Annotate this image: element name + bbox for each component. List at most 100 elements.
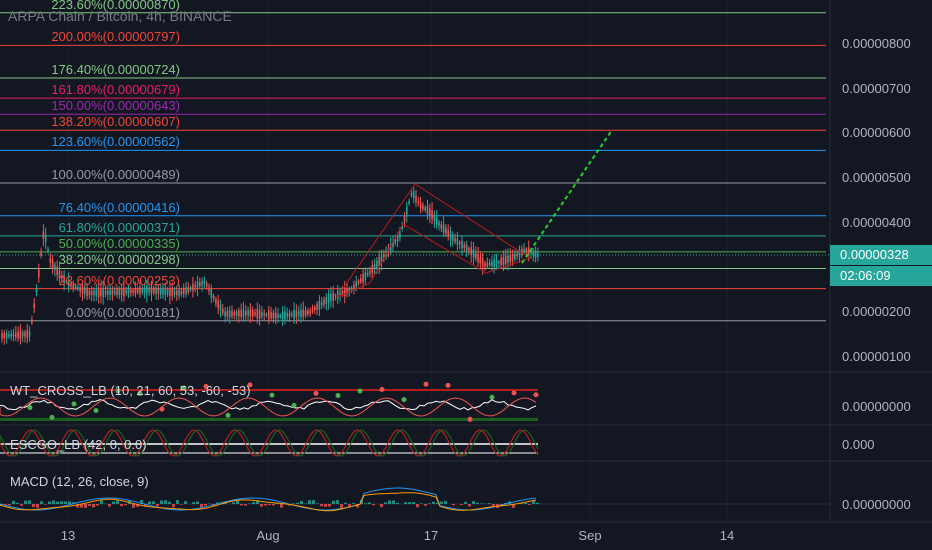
candle-body <box>314 307 316 311</box>
escgo-pane-title[interactable]: ESCGO_LB (42, 0, 0.0) <box>10 437 147 452</box>
macd-histogram-bar <box>476 502 479 504</box>
macd-histogram-bar <box>408 502 411 504</box>
candle-body <box>268 310 270 320</box>
macd-line <box>0 487 537 511</box>
macd-histogram-bar <box>64 501 67 504</box>
candle-body <box>100 289 102 297</box>
candle-body <box>498 261 500 264</box>
price-tick-label: 0.00000400 <box>842 214 911 230</box>
candle-body <box>224 311 226 317</box>
candle-body <box>525 248 528 253</box>
wt-cross-dot <box>247 382 253 388</box>
candle-body <box>8 334 10 337</box>
candle-body <box>486 262 489 267</box>
candle-body <box>316 304 318 310</box>
macd-histogram-bar <box>8 504 11 506</box>
candle-body <box>194 285 196 288</box>
candle-body <box>150 286 153 294</box>
candle-body <box>148 287 150 293</box>
wt-overbought-band <box>0 389 538 391</box>
candle-body <box>406 206 408 215</box>
wt-cross-dot <box>291 402 297 408</box>
macd-histogram-bar <box>344 502 347 504</box>
wt-cross-dot <box>115 388 121 394</box>
macd-histogram-bar <box>232 502 235 504</box>
candle-body <box>475 253 477 259</box>
candle-body <box>495 260 498 266</box>
candle-body <box>493 259 495 268</box>
fib-level-label: 176.40%(0.00000724) <box>51 61 180 77</box>
candle-body <box>364 272 367 281</box>
macd-histogram-bar <box>248 503 251 504</box>
candle-body <box>136 289 139 293</box>
candle-body <box>180 290 183 294</box>
candle-body <box>102 288 104 298</box>
macd-histogram-bar <box>492 504 495 507</box>
time-tick-label: 14 <box>719 528 735 543</box>
candle-body <box>93 290 95 296</box>
candle-body <box>304 310 307 316</box>
wt-oversold-band <box>0 418 538 421</box>
candle-body <box>199 282 201 287</box>
candle-body <box>97 288 100 298</box>
candle-body <box>291 313 293 316</box>
fib-level-label: 76.40%(0.00000416) <box>58 199 180 215</box>
candle-body <box>61 275 63 279</box>
fib-level-label: 138.20%(0.00000607) <box>51 114 180 130</box>
candle-body <box>422 205 424 209</box>
candle-body <box>173 290 176 295</box>
wt-cross-pane-title[interactable]: WT_CROSS_LB (10, 21, 60, 53, -60, -53) <box>10 383 251 398</box>
macd-signal-line <box>0 492 537 512</box>
candle-body <box>10 333 12 337</box>
price-tick-label: 0.00000500 <box>842 170 911 186</box>
macd-histogram-bar <box>536 502 539 504</box>
macd-histogram-bar <box>464 501 467 504</box>
candle-body <box>256 309 259 319</box>
wt-cross-dot <box>71 401 77 407</box>
wt-cross-dot <box>203 383 209 389</box>
wt-cross-dot <box>423 381 429 387</box>
macd-histogram-bar <box>460 504 463 505</box>
candle-body <box>353 284 355 289</box>
fib-level-label: 161.80%(0.00000679) <box>51 82 180 98</box>
macd-histogram-bar <box>180 504 183 505</box>
macd-histogram-bar <box>40 501 43 504</box>
macd-histogram-bar <box>244 504 247 506</box>
candle-body <box>454 238 456 242</box>
candle-body <box>295 310 298 318</box>
macd-histogram-bar <box>396 502 399 504</box>
candle-body <box>242 309 245 318</box>
candle-body <box>219 304 222 312</box>
fib-level-label: 200.00%(0.00000797) <box>51 29 180 45</box>
candle-body <box>176 290 178 295</box>
macd-histogram-bar <box>216 502 219 504</box>
candle-body <box>332 292 334 301</box>
macd-histogram-bar <box>368 502 371 504</box>
wt-cross-dot <box>401 397 407 403</box>
candle-body <box>1 332 3 339</box>
candle-body <box>337 290 339 300</box>
candle-body <box>153 288 155 293</box>
price-tick-label: 0.00000600 <box>842 125 911 141</box>
candle-body <box>343 288 346 297</box>
candle-body <box>123 287 125 296</box>
wt-cross-dot <box>379 387 385 393</box>
wt-cross-dot <box>137 390 143 396</box>
candle-body <box>394 239 397 243</box>
candle-body <box>458 241 461 245</box>
candle-body <box>233 311 236 316</box>
macd-histogram-bar <box>60 501 63 504</box>
candle-body <box>297 311 300 316</box>
candle-body <box>410 193 413 196</box>
macd-histogram-bar <box>84 504 87 508</box>
macd-histogram-bar <box>80 504 83 508</box>
candle-body <box>212 295 215 299</box>
candle-body <box>383 254 385 259</box>
candle-body <box>134 288 137 294</box>
candle-body <box>247 310 249 316</box>
macd-histogram-bar <box>340 504 343 508</box>
candle-body <box>429 208 431 216</box>
macd-pane-title[interactable]: MACD (12, 26, close, 9) <box>10 474 149 489</box>
candle-body <box>521 248 523 256</box>
